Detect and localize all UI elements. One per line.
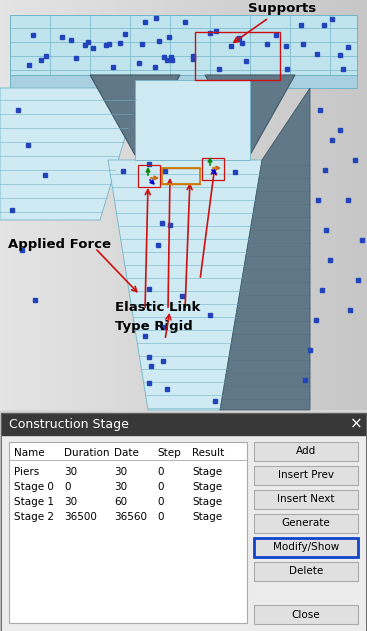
Text: Stage 1: Stage 1 — [14, 497, 54, 507]
FancyBboxPatch shape — [254, 605, 358, 624]
Text: Result: Result — [192, 448, 224, 458]
Text: Elastic Link
Type Rigid: Elastic Link Type Rigid — [115, 301, 200, 333]
Text: 36500: 36500 — [64, 512, 97, 522]
Polygon shape — [108, 160, 262, 410]
FancyBboxPatch shape — [254, 490, 358, 509]
Text: Insert Prev: Insert Prev — [278, 471, 334, 480]
Text: Close: Close — [292, 610, 320, 620]
Text: 30: 30 — [114, 482, 127, 492]
Text: 0: 0 — [157, 482, 164, 492]
Text: 30: 30 — [64, 497, 77, 507]
Bar — [195, 32, 280, 80]
Bar — [138, 165, 160, 187]
Text: 60: 60 — [114, 497, 127, 507]
Text: 36560: 36560 — [114, 512, 147, 522]
Text: Stage: Stage — [192, 512, 222, 522]
Text: 0: 0 — [157, 512, 164, 522]
Text: Construction Stage: Construction Stage — [9, 418, 129, 431]
Bar — [2, 414, 365, 435]
Text: Step: Step — [157, 448, 181, 458]
Bar — [1, 413, 366, 631]
FancyBboxPatch shape — [254, 514, 358, 533]
Polygon shape — [205, 75, 295, 155]
Polygon shape — [135, 80, 250, 160]
Text: Duration: Duration — [64, 448, 109, 458]
Text: 0: 0 — [64, 482, 70, 492]
Polygon shape — [90, 75, 180, 155]
Text: Date: Date — [114, 448, 139, 458]
Text: Stage 0: Stage 0 — [14, 482, 54, 492]
Polygon shape — [10, 15, 357, 75]
Bar — [9, 442, 247, 623]
FancyBboxPatch shape — [254, 538, 358, 557]
Text: Stage: Stage — [192, 497, 222, 507]
Text: Stage 2: Stage 2 — [14, 512, 54, 522]
Text: Insert Next: Insert Next — [277, 495, 335, 505]
Polygon shape — [10, 75, 357, 88]
Text: 0: 0 — [157, 497, 164, 507]
Polygon shape — [0, 88, 140, 220]
Text: Applied Force: Applied Force — [8, 238, 111, 251]
Text: Supports: Supports — [234, 2, 316, 42]
Text: Name: Name — [14, 448, 45, 458]
Text: Piers: Piers — [14, 467, 39, 477]
Text: Delete: Delete — [289, 567, 323, 577]
FancyBboxPatch shape — [254, 466, 358, 485]
Text: 30: 30 — [114, 467, 127, 477]
Text: 30: 30 — [64, 467, 77, 477]
Bar — [162, 168, 200, 184]
Text: Stage: Stage — [192, 482, 222, 492]
FancyBboxPatch shape — [254, 562, 358, 581]
Text: Modify/Show: Modify/Show — [273, 543, 339, 553]
FancyBboxPatch shape — [254, 442, 358, 461]
Text: 0: 0 — [157, 467, 164, 477]
Text: Stage: Stage — [192, 467, 222, 477]
Bar — [2, 414, 365, 630]
Text: ×: × — [350, 417, 362, 432]
Text: Generate: Generate — [281, 519, 330, 529]
Text: Add: Add — [296, 447, 316, 456]
Bar — [202, 158, 224, 180]
Polygon shape — [220, 88, 310, 410]
